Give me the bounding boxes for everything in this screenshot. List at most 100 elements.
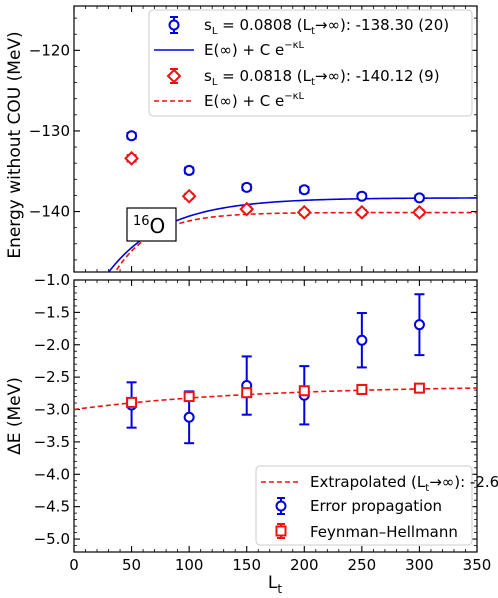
legend-entry-red-data: sL = 0.0818 (Lt→∞): -140.12 (9) [166, 67, 440, 88]
svg-text:E(∞) + C e−κL: E(∞) + C e−κL [204, 40, 305, 59]
top-series-2-point [296, 204, 312, 220]
bottom-x-tick-label: 300 [405, 556, 434, 574]
top-fit-curve-3 [114, 211, 477, 272]
svg-text:Extrapolated (Lt→∞): -2.63 (9): Extrapolated (Lt→∞): -2.63 (9) [310, 473, 498, 494]
legend-entry-error-propagation: Error propagation [275, 497, 442, 515]
isotope-box [126, 207, 177, 242]
square-marker [241, 387, 253, 399]
top-series-2-point [181, 188, 197, 204]
legend-entry-extrapolated: Extrapolated (Lt→∞): -2.63 (9) [261, 473, 498, 494]
bottom-y-tick-label: −1.5 [34, 303, 70, 321]
bottom-x-tick-label: 50 [122, 556, 141, 574]
circle-marker [413, 319, 425, 331]
diamond-marker [181, 188, 197, 204]
bottom-series-2-point [183, 391, 195, 403]
bottom-legend-box [255, 465, 473, 546]
circle-marker [183, 164, 195, 176]
square-marker [356, 383, 368, 395]
top-legend: sL = 0.0808 (Lt→∞): -138.30 (20) E(∞) + … [148, 9, 473, 117]
bottom-x-tick-label: 150 [232, 556, 261, 574]
bottom-x-tick-label: 100 [175, 556, 204, 574]
bottom-y-tick-label: −4.5 [34, 498, 70, 516]
bottom-series-2-point [241, 387, 253, 399]
top-series-2-point [239, 201, 255, 217]
top-legend-box [148, 9, 473, 117]
bottom-series-2-point [413, 382, 425, 394]
legend-extrapolated-label: Extrapolated (L [310, 473, 426, 491]
circle-marker [413, 192, 425, 204]
legend-error-propagation-label: Error propagation [310, 497, 442, 515]
bottom-legend: Extrapolated (Lt→∞): -2.63 (9) Error pro… [255, 465, 498, 546]
legend-entry-red-fit: E(∞) + C e−κL [154, 91, 305, 110]
top-y-tick-label: −140 [29, 203, 70, 221]
top-plot-area: −120 −130 −140 [29, 6, 478, 272]
legend-red-diamond-marker [166, 68, 182, 84]
bottom-x-tick-label: 350 [463, 556, 492, 574]
diamond-marker [124, 150, 139, 166]
svg-text:sL = 0.0808 (Lt→∞): -138.30 (2: sL = 0.0808 (Lt→∞): -138.30 (20) [204, 16, 449, 37]
svg-text:16O: 16O [133, 214, 165, 238]
bottom-y-tick-label: −2.0 [34, 336, 70, 354]
top-series-0-point [241, 181, 253, 193]
top-series-0-point [183, 164, 195, 176]
top-series-2-point [354, 204, 370, 220]
bottom-y-tick-label: −2.5 [34, 368, 70, 386]
bottom-series-2-point [298, 385, 310, 397]
legend-entry-blue-fit: E(∞) + C e−κL [154, 40, 305, 59]
bottom-x-tick-label: 0 [69, 556, 79, 574]
top-series-2-point [124, 150, 139, 166]
legend-entry-blue-data: sL = 0.0808 (Lt→∞): -138.30 (20) [168, 16, 449, 37]
bottom-series-layer [74, 293, 477, 445]
bottom-panel: ΔE (MeV) Lt 0 50 100 150 200 250 300 350 −1.0 −1.… [5, 271, 498, 596]
bottom-series-2-point [356, 383, 368, 395]
circle-marker [356, 334, 368, 346]
top-series-0-point [298, 184, 310, 196]
bottom-x-tick-label: 200 [290, 556, 319, 574]
diamond-marker [412, 204, 427, 220]
legend-entry-feynman-hellmann: Feynman–Hellmann [275, 523, 458, 541]
svg-text:E(∞) + C e−κL: E(∞) + C e−κL [204, 91, 305, 110]
isotope-annotation: 16O [126, 207, 177, 242]
circle-marker [356, 190, 368, 202]
bottom-plot-area: 0 50 100 150 200 250 300 350 −1.0 −1.5 −2.0 −2.5 −3.… [34, 271, 492, 574]
bottom-series-1-point [241, 355, 253, 416]
legend-blue-label: s [204, 16, 212, 34]
bottom-series-1-point [413, 293, 425, 357]
legend-error-propagation-marker [275, 500, 287, 512]
top-panel: Energy without COU (MeV) −120 −130 −140 16… [5, 5, 478, 273]
bottom-series-2-point [126, 396, 138, 408]
circle-marker [241, 181, 253, 193]
bottom-y-tick-label: −3.5 [34, 433, 70, 451]
legend-feynman-hellmann-label: Feynman–Hellmann [310, 523, 458, 541]
bottom-x-axis-label: Lt [268, 573, 282, 596]
legend-feynman-hellmann-marker [275, 525, 287, 537]
square-marker [298, 385, 310, 397]
square-marker [413, 382, 425, 394]
bottom-y-axis-label: ΔE (MeV) [5, 377, 25, 455]
svg-text:sL = 0.0818 (Lt→∞): -140.12 (9: sL = 0.0818 (Lt→∞): -140.12 (9) [204, 67, 440, 88]
top-y-tick-label: −120 [29, 41, 70, 59]
isotope-symbol: O [150, 214, 166, 238]
legend-blue-fit-label: E(∞) + C e [204, 41, 284, 59]
bottom-y-tick-label: −3.0 [34, 401, 70, 419]
diamond-marker [296, 204, 312, 220]
top-series-layer [107, 130, 477, 272]
isotope-mass-number: 16 [133, 214, 150, 229]
top-series-2-point [412, 204, 427, 220]
legend-blue-circle-marker [168, 19, 180, 31]
circle-marker [183, 411, 195, 423]
bottom-x-tick-label: 250 [348, 556, 377, 574]
square-marker [126, 396, 138, 408]
bottom-y-tick-label: −4.0 [34, 465, 70, 483]
circle-marker [298, 184, 310, 196]
legend-red-label: s [204, 67, 212, 85]
top-y-axis-label: Energy without COU (MeV) [5, 31, 25, 258]
top-series-0-point [126, 130, 138, 142]
bottom-series-1-point [356, 312, 368, 369]
bottom-y-tick-label: −1.0 [34, 271, 70, 289]
top-series-0-point [356, 190, 368, 202]
top-series-0-point [413, 192, 425, 204]
bottom-y-tick-label: −5.0 [34, 530, 70, 548]
diamond-marker [239, 201, 255, 217]
